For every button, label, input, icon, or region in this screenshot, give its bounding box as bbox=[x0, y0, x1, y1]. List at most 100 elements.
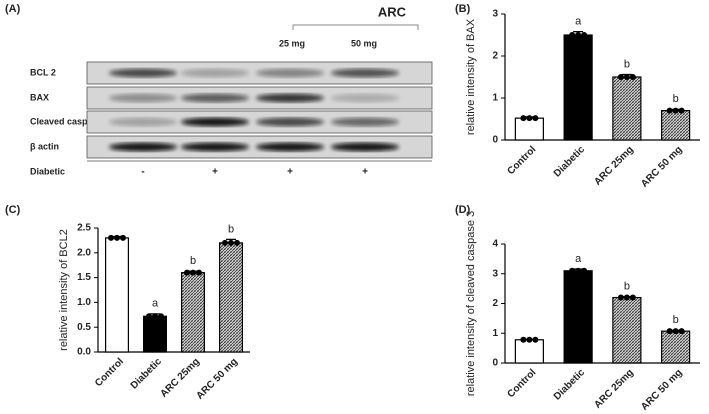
data-point bbox=[228, 239, 234, 246]
annotation: a bbox=[575, 16, 582, 28]
row-label: Cleaved caspase bbox=[30, 116, 103, 126]
blot-strip bbox=[87, 160, 432, 162]
data-point bbox=[623, 74, 630, 80]
y-tick-label: 3 bbox=[492, 268, 498, 279]
data-point bbox=[196, 269, 202, 276]
data-point bbox=[678, 107, 685, 114]
band bbox=[109, 142, 177, 152]
panel-label: (D) bbox=[455, 204, 471, 216]
data-point bbox=[146, 313, 152, 320]
data-point bbox=[184, 269, 190, 276]
annotation: a bbox=[152, 298, 159, 310]
data-point bbox=[672, 328, 679, 335]
data-point bbox=[520, 336, 527, 343]
y-tick-label: 0.0 bbox=[77, 347, 91, 358]
bar bbox=[104, 237, 129, 353]
y-tick-label: 4 bbox=[492, 239, 498, 250]
dose-label: 50 mg bbox=[351, 38, 377, 48]
band bbox=[109, 68, 177, 78]
data-point bbox=[617, 74, 624, 80]
bar bbox=[563, 270, 593, 364]
band bbox=[331, 117, 399, 127]
x-tick-label: Diabetic bbox=[552, 367, 588, 403]
data-point bbox=[520, 115, 527, 122]
bar bbox=[181, 272, 206, 353]
condition-value: + bbox=[362, 167, 368, 178]
data-point bbox=[526, 115, 533, 122]
row-label: BCL 2 bbox=[30, 67, 56, 77]
data-point bbox=[575, 267, 582, 274]
x-tick-label: Control bbox=[505, 144, 538, 177]
band bbox=[109, 117, 177, 127]
y-tick-label: 1 bbox=[492, 93, 498, 104]
x-tick-label: Control bbox=[505, 367, 538, 400]
x-tick-label: ARC 50 mg bbox=[639, 144, 685, 190]
data-point bbox=[222, 239, 228, 246]
data-point bbox=[623, 294, 630, 301]
data-point bbox=[629, 74, 636, 80]
condition-value: + bbox=[212, 167, 218, 178]
y-tick-label: 2.5 bbox=[77, 223, 91, 234]
panel-label: (A) bbox=[5, 3, 21, 15]
bar bbox=[661, 330, 691, 364]
x-tick-label: Diabetic bbox=[129, 356, 165, 392]
band bbox=[256, 93, 324, 103]
y-axis-label: relative intensity of BCL2 bbox=[58, 229, 70, 351]
annotation: b bbox=[228, 223, 234, 235]
x-tick-label: ARC 25mg bbox=[592, 367, 636, 411]
data-point bbox=[234, 239, 240, 246]
data-point bbox=[581, 267, 588, 274]
band bbox=[181, 142, 249, 152]
y-tick-label: 3 bbox=[492, 9, 498, 20]
bar bbox=[612, 76, 642, 141]
group-label: ARC bbox=[378, 4, 407, 19]
group-bracket bbox=[292, 24, 419, 30]
band bbox=[331, 68, 399, 78]
data-point bbox=[666, 328, 673, 335]
band bbox=[256, 68, 324, 78]
bar bbox=[514, 117, 544, 141]
y-tick-label: 0 bbox=[492, 135, 498, 146]
condition-value: - bbox=[141, 167, 144, 178]
row-label: BAX bbox=[30, 92, 49, 102]
panel-label: (C) bbox=[5, 204, 21, 216]
annotation: b bbox=[624, 58, 630, 70]
data-point bbox=[678, 328, 685, 335]
data-point bbox=[617, 294, 624, 301]
y-tick-label: 2 bbox=[492, 298, 498, 309]
y-axis-label: relative intensity of BAX bbox=[465, 18, 477, 135]
bar bbox=[514, 339, 544, 364]
data-point bbox=[672, 107, 679, 114]
dose-label: 25 mg bbox=[279, 38, 305, 48]
x-tick-label: ARC 50 mg bbox=[639, 367, 685, 413]
panel-label: (B) bbox=[455, 3, 471, 15]
bar bbox=[612, 296, 642, 364]
data-point bbox=[120, 234, 126, 241]
data-point bbox=[575, 32, 582, 38]
x-tick-label: ARC 25mg bbox=[592, 144, 636, 188]
band bbox=[109, 93, 177, 103]
row-label: β actin bbox=[30, 141, 59, 151]
bar bbox=[563, 34, 593, 141]
annotation: b bbox=[190, 255, 196, 267]
y-axis-label: relative intensity of cleaved caspase 3 bbox=[465, 211, 477, 396]
band bbox=[181, 68, 249, 78]
data-point bbox=[532, 115, 539, 122]
y-tick-label: 2 bbox=[492, 51, 498, 62]
band bbox=[256, 142, 324, 152]
band bbox=[181, 117, 249, 127]
bar bbox=[219, 242, 244, 353]
x-tick-label: ARC 50 mg bbox=[194, 356, 240, 402]
bar bbox=[143, 315, 168, 353]
data-point bbox=[581, 32, 588, 38]
y-tick-label: 2.0 bbox=[77, 247, 91, 258]
band bbox=[331, 142, 399, 152]
annotation: b bbox=[673, 93, 679, 105]
data-point bbox=[532, 336, 539, 343]
x-tick-label: Control bbox=[93, 356, 126, 389]
data-point bbox=[158, 313, 164, 320]
data-point bbox=[114, 234, 120, 241]
data-point bbox=[629, 294, 636, 301]
y-tick-label: 0.5 bbox=[77, 322, 91, 333]
annotation: b bbox=[624, 281, 630, 293]
